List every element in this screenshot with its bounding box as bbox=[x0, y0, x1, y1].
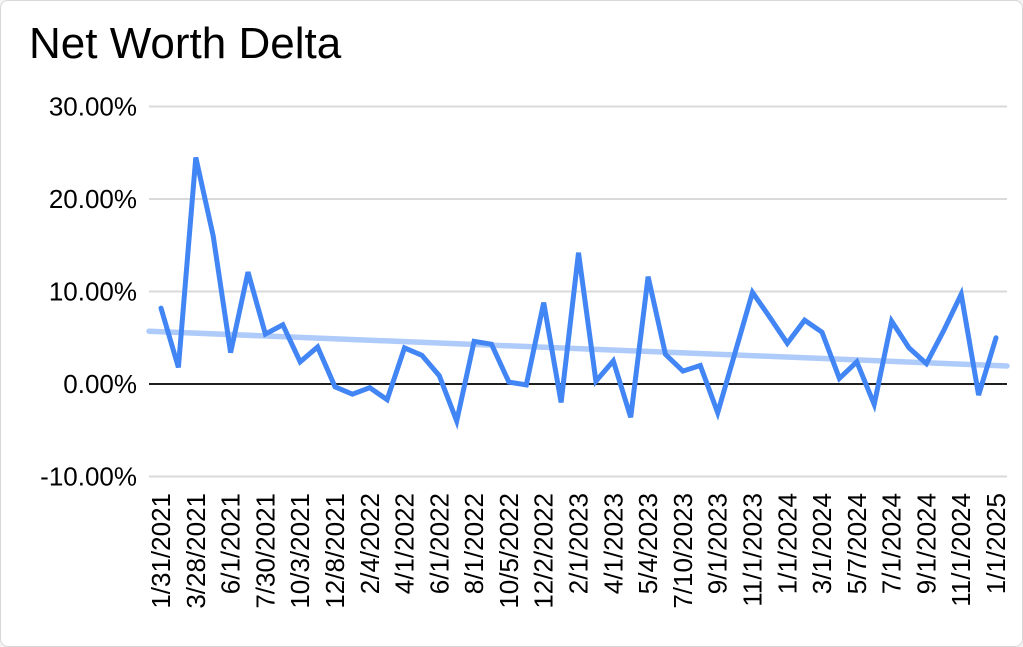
x-tick-label: 10/5/2022 bbox=[494, 493, 524, 609]
x-tick-label: 7/30/2021 bbox=[250, 493, 280, 609]
x-tick-label: 4/1/2023 bbox=[598, 493, 628, 594]
y-tick-label: -10.00% bbox=[40, 462, 137, 492]
x-tick-label: 1/1/2024 bbox=[772, 493, 802, 594]
x-tick-label: 3/1/2024 bbox=[807, 493, 837, 594]
y-tick-label: 30.00% bbox=[49, 92, 137, 122]
x-tick-label: 8/1/2022 bbox=[459, 493, 489, 594]
x-tick-label: 12/2/2022 bbox=[529, 493, 559, 609]
x-tick-label: 1/31/2021 bbox=[146, 493, 176, 609]
y-tick-label: 0.00% bbox=[63, 369, 137, 399]
x-tick-label: 3/28/2021 bbox=[181, 493, 211, 609]
y-axis-labels: 30.00% 20.00% 10.00% 0.00% -10.00% bbox=[40, 92, 137, 492]
chart-title: Net Worth Delta bbox=[29, 19, 342, 68]
x-tick-label: 6/1/2021 bbox=[216, 493, 246, 594]
x-tick-label: 11/1/2024 bbox=[946, 493, 976, 607]
x-tick-label: 5/7/2024 bbox=[842, 493, 872, 594]
net-worth-delta-line bbox=[158, 156, 999, 430]
plot-lines bbox=[146, 156, 1010, 430]
y-tick-label: 10.00% bbox=[49, 277, 137, 307]
x-tick-label: 12/8/2021 bbox=[320, 493, 350, 609]
x-tick-label: 1/1/2025 bbox=[981, 493, 1011, 594]
x-axis-labels: 1/31/2021 3/28/2021 6/1/2021 7/30/2021 10/3/… bbox=[146, 493, 1011, 609]
x-tick-label: 11/1/2023 bbox=[737, 493, 767, 607]
x-tick-label: 9/1/2023 bbox=[703, 493, 733, 594]
x-tick-label: 4/1/2022 bbox=[390, 493, 420, 594]
x-tick-label: 7/1/2024 bbox=[877, 493, 907, 594]
x-tick-label: 2/1/2023 bbox=[564, 493, 594, 594]
y-tick-label: 20.00% bbox=[49, 184, 137, 214]
x-tick-label: 9/1/2024 bbox=[911, 493, 941, 594]
x-tick-label: 6/1/2022 bbox=[424, 493, 454, 594]
x-tick-label: 10/3/2021 bbox=[285, 493, 315, 609]
gridlines bbox=[149, 105, 1007, 478]
x-tick-label: 5/4/2023 bbox=[633, 493, 663, 594]
x-tick-label: 7/10/2023 bbox=[668, 493, 698, 609]
trendline bbox=[146, 328, 1010, 369]
x-tick-label: 2/4/2022 bbox=[355, 493, 385, 594]
